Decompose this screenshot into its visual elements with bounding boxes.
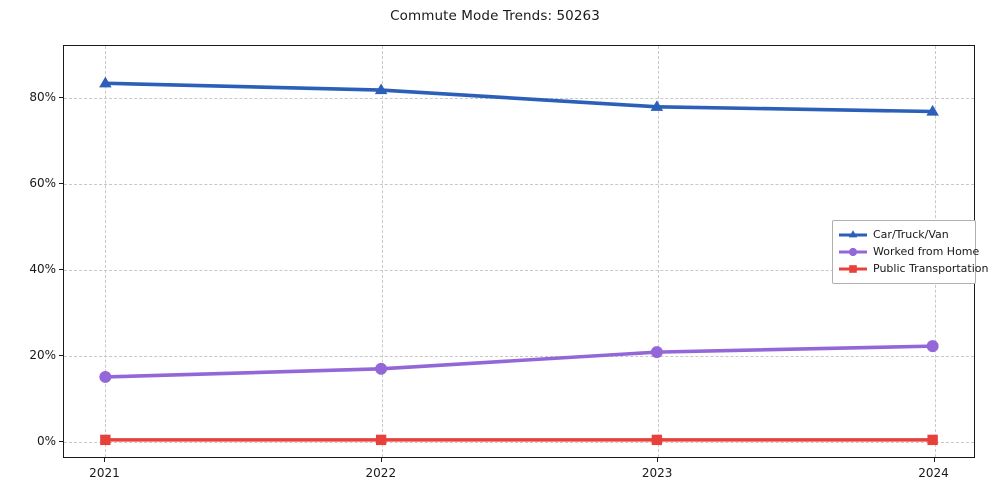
x-axis-tick-mark [380, 458, 382, 462]
legend-swatch-car-truck-van [839, 230, 867, 238]
y-axis-tick-mark [59, 182, 63, 184]
series-layer [99, 76, 939, 446]
legend-item: Worked from Home [838, 244, 979, 260]
gridline-vertical [658, 46, 660, 457]
gridline-horizontal [64, 355, 974, 357]
y-axis-tick-label: 60% [29, 175, 56, 190]
series-marker [375, 362, 388, 375]
y-axis-tick-mark [59, 354, 63, 356]
series-marker [99, 76, 112, 88]
y-axis-tick-mark [59, 440, 63, 442]
x-axis-tick-label: 2024 [918, 466, 949, 480]
series-marker [926, 104, 939, 116]
chart-title: Commute Mode Trends: 50263 [390, 8, 600, 24]
x-axis-tick-mark [657, 458, 659, 462]
y-axis-tick-label: 20% [29, 347, 56, 362]
gridline-horizontal [64, 269, 974, 271]
gridline-vertical [381, 46, 383, 457]
series-marker [926, 340, 939, 353]
series-marker [650, 100, 664, 111]
legend-swatch-worked-from-home [839, 247, 867, 257]
legend-label-car-truck-van: Car/Truck/Van [873, 228, 949, 241]
series-marker [100, 434, 111, 446]
series-marker [374, 83, 388, 95]
series-marker [375, 434, 387, 446]
series-marker [650, 346, 663, 359]
plot-area [63, 45, 975, 458]
x-axis-tick-label: 2021 [89, 466, 120, 480]
series-line [103, 81, 935, 114]
legend-item: Public Transportation [838, 261, 988, 277]
series-marker [927, 434, 938, 446]
y-axis-tick-mark [59, 268, 63, 270]
y-axis-tick-label: 80% [29, 89, 56, 104]
legend-item: Car/Truck/Van [838, 227, 969, 243]
chart-legend: Car/Truck/Van Worked from Home Public Tr… [832, 220, 988, 284]
series-marker [651, 434, 663, 446]
x-axis-tick-mark [933, 458, 935, 462]
plot-inner [64, 46, 974, 457]
x-axis-tick-label: 2023 [641, 466, 673, 480]
legend-label-public-transportation: Public Transportation [873, 262, 989, 275]
y-axis-tick-mark [59, 96, 63, 98]
x-axis-tick-label: 2022 [365, 466, 397, 480]
legend-swatch-public-transportation [839, 265, 867, 273]
series-marker [99, 370, 112, 383]
gridline-horizontal [64, 183, 974, 185]
gridline-horizontal [64, 441, 974, 443]
y-axis-tick-label: 40% [29, 261, 56, 276]
series-line [103, 344, 935, 379]
x-axis-tick-mark [104, 458, 106, 462]
legend-label-worked-from-home: Worked from Home [873, 245, 980, 258]
y-axis-tick-label: 0% [36, 433, 56, 448]
gridline-vertical [105, 46, 107, 457]
